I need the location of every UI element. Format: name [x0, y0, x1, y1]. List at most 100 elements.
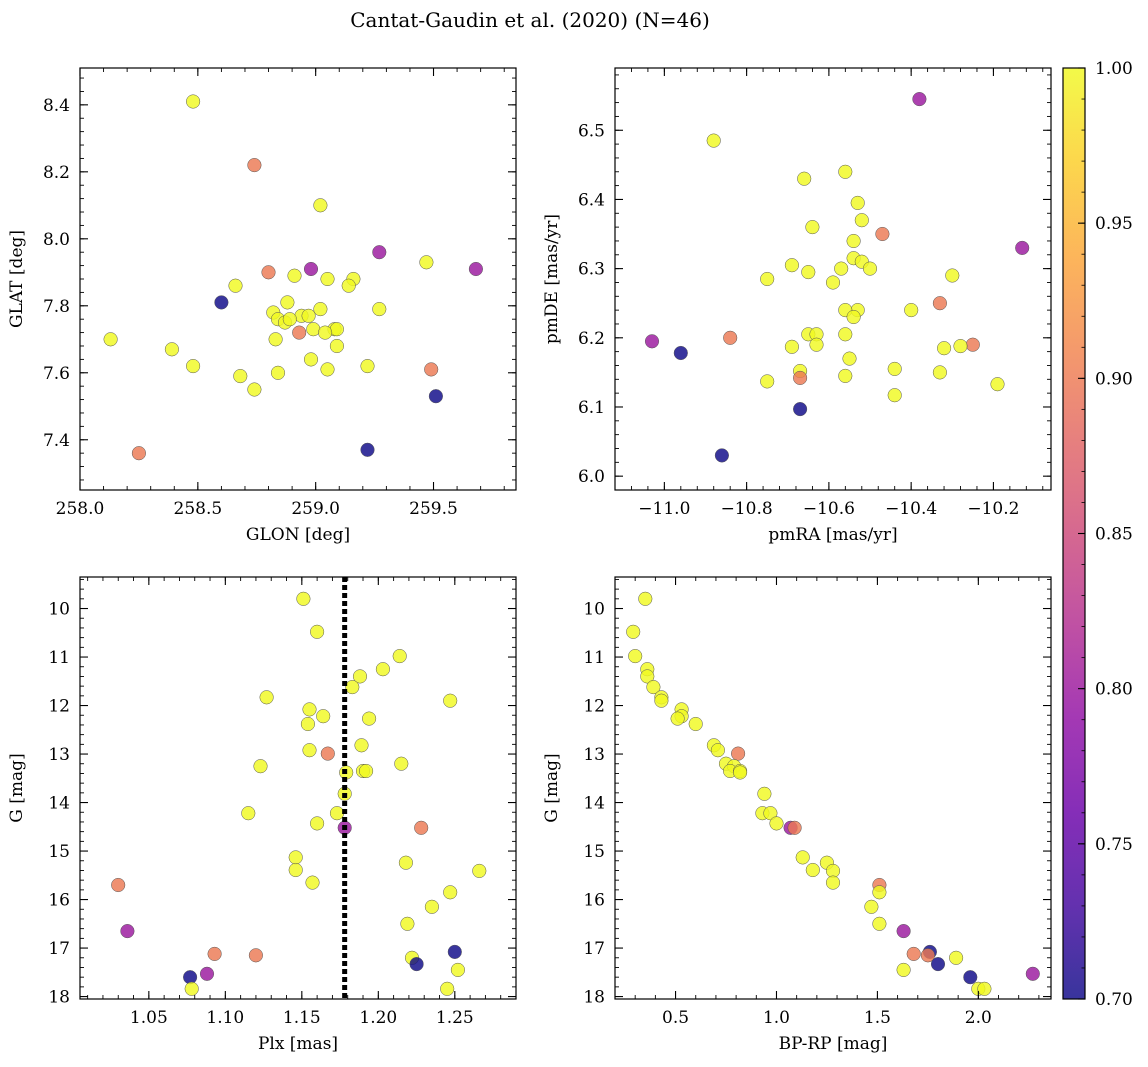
scatter-point [288, 862, 303, 878]
scatter-point [414, 820, 429, 835]
panel-bprp-g: 0.5 1.0 1.5 2.0 10 11 12 13 14 15 16 17 18 BP-RP [mag… [542, 576, 1052, 1054]
scatter-point [887, 361, 902, 376]
scatter-point [447, 944, 462, 959]
scatter-point [670, 711, 685, 726]
scatter-point [688, 716, 703, 732]
y-tick-label: 12 [48, 697, 70, 717]
scatter-point [646, 680, 661, 695]
scatter-point [644, 334, 660, 349]
scatter-point [306, 322, 321, 337]
scatter-point [963, 970, 978, 985]
y-tick-label: 6.4 [578, 190, 605, 210]
scatter-point [186, 94, 201, 109]
figure-title: Cantat-Gaudin et al. (2020) (N=46) [350, 8, 710, 32]
scatter-point [247, 158, 262, 173]
y-tick-label: 6.3 [578, 260, 605, 280]
scatter-point [787, 820, 802, 835]
scatter-point [760, 374, 775, 389]
x-axis-label: GLON [deg] [246, 525, 350, 545]
scatter-point [809, 337, 824, 352]
scatter-point [310, 816, 325, 831]
scatter-point [965, 337, 980, 352]
panel-glon-glat: 258.0 258.5 259.0 259.5 7.4 7.6 7.8 8.0 8.2 8.4 GL… [7, 67, 517, 545]
scatter-point [906, 946, 921, 961]
scatter-point [990, 377, 1005, 392]
y-tick-label: 10 [48, 600, 70, 620]
scatter-point [241, 806, 256, 821]
scatter-point [638, 591, 653, 606]
x-tick-label: 1.0 [763, 1008, 790, 1028]
scatter-point [303, 352, 319, 367]
scatter-point [253, 759, 268, 774]
scatter-point [825, 275, 841, 290]
ticks: 1.05 1.10 1.15 1.20 1.25 10 11 12 13 14 15 16 17 18 [48, 577, 517, 1028]
x-tick-label: 1.15 [283, 1008, 321, 1028]
scatter-point [896, 962, 911, 977]
scatter-point [341, 278, 356, 293]
scatter-point [372, 245, 387, 260]
y-tick-label: 17 [583, 939, 605, 959]
scatter-point [305, 875, 320, 890]
scatter-point [443, 693, 458, 708]
scatter-point [424, 362, 439, 377]
y-axis-label: pmDE [mas/yr] [542, 214, 562, 344]
scatter-point [795, 850, 810, 865]
scatter-point [409, 957, 424, 972]
colorbar-tick-label: 0.95 [1095, 214, 1133, 234]
scatter-point [714, 448, 729, 463]
x-tick-label: 1.20 [359, 1008, 397, 1028]
scatter-point [259, 690, 274, 705]
y-tick-label: 10 [583, 600, 605, 620]
x-tick-label: 258.0 [56, 499, 105, 519]
x-tick-label: 1.10 [206, 1008, 244, 1028]
ticks: 258.0 258.5 259.0 259.5 7.4 7.6 7.8 8.0 8.2 8.4 [43, 68, 516, 519]
scatter-point [872, 916, 887, 931]
scatter-point [318, 325, 333, 340]
scatter-point [310, 624, 325, 639]
scatter-point [375, 662, 390, 677]
scatter-point [268, 332, 283, 347]
scatter-point [292, 325, 307, 340]
scatter-point [329, 806, 345, 821]
y-tick-label: 6.2 [578, 329, 605, 349]
scatter-point [673, 345, 688, 361]
scatter-point [838, 327, 853, 342]
y-tick-label: 12 [583, 697, 605, 717]
scatter-point [945, 268, 960, 283]
ticks: 0.5 1.0 1.5 2.0 10 11 12 13 14 15 16 17 18 [583, 577, 1051, 1028]
scatter-point [937, 341, 952, 356]
scatter-point [953, 339, 968, 354]
scatter-point [207, 946, 222, 961]
y-axis-label: GLAT [deg] [7, 230, 27, 328]
scatter-point [769, 816, 784, 831]
scatter-point [354, 738, 369, 753]
scatter-point [360, 359, 375, 374]
scatter-point [316, 709, 331, 724]
scatter-point [359, 763, 374, 779]
y-tick-label: 14 [583, 794, 605, 814]
scatter-point [313, 198, 328, 213]
scatter-point [352, 669, 368, 684]
scatter-point [872, 885, 887, 900]
y-tick-label: 18 [583, 988, 605, 1008]
y-tick-label: 13 [583, 745, 605, 765]
scatter-point [233, 369, 248, 384]
scatter-point [932, 365, 947, 380]
colorbar-tick-label: 0.80 [1095, 680, 1133, 700]
scatter-point [394, 756, 409, 771]
scatter-point [846, 309, 861, 325]
x-tick-label: 0.5 [662, 1008, 689, 1028]
scatter-point [977, 981, 992, 996]
scatter-point [270, 365, 286, 380]
scatter-point [450, 962, 465, 977]
scatter-point [1015, 240, 1030, 255]
scatter-point [875, 226, 890, 242]
colorbar-tick-label: 0.85 [1095, 525, 1133, 545]
scatter-point [164, 342, 179, 357]
scatter-point [838, 164, 853, 179]
scatter-point [864, 899, 879, 914]
scatter-point [628, 649, 643, 664]
axes-frame [79, 576, 517, 1000]
colorbar-tick-label: 0.70 [1095, 990, 1133, 1010]
